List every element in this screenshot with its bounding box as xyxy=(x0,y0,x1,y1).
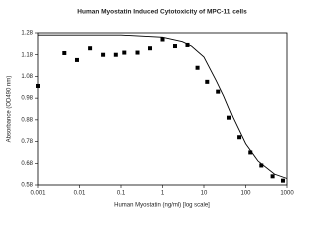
data-point xyxy=(135,50,140,55)
data-point xyxy=(36,83,40,88)
data-point xyxy=(195,65,200,70)
data-point xyxy=(259,163,264,168)
chart: Human Myostatin Induced Cytotoxicity of … xyxy=(7,9,295,209)
data-point xyxy=(122,50,127,55)
data-point xyxy=(205,79,210,84)
x-tick-label: 1 xyxy=(161,191,165,197)
x-tick-label: 1000 xyxy=(280,191,294,197)
fit-curve xyxy=(38,34,288,179)
x-tick-label: 10 xyxy=(201,191,208,197)
x-tick-label: 0.001 xyxy=(30,191,46,197)
data-point xyxy=(148,46,153,51)
plot-frame xyxy=(37,32,288,186)
data-point xyxy=(226,115,231,120)
data-point xyxy=(113,52,118,57)
y-tick-label: 0.78 xyxy=(21,139,33,145)
data-point xyxy=(237,135,242,140)
chart-title: Human Myostatin Induced Cytotoxicity of … xyxy=(77,9,247,16)
y-tick-label: 1.28 xyxy=(21,31,33,37)
data-point xyxy=(270,174,275,179)
y-tick-label: 0.58 xyxy=(21,183,33,189)
data-point xyxy=(74,57,79,62)
x-tick-label: 0.1 xyxy=(117,191,126,197)
data-point xyxy=(88,46,93,51)
y-tick-label: 0.98 xyxy=(21,96,33,102)
data-point xyxy=(185,42,190,47)
x-tick-label: 100 xyxy=(240,191,251,197)
x-axis-label: Human Myostatin (ng/ml) [log scale] xyxy=(114,203,210,209)
y-tick-label: 0.68 xyxy=(21,161,33,167)
data-point xyxy=(160,37,165,42)
data-point xyxy=(280,178,285,183)
y-axis-label: Absorbance (OD490 nm) xyxy=(7,76,13,143)
data-point xyxy=(101,52,106,57)
data-point xyxy=(172,44,177,49)
data-point xyxy=(216,89,221,94)
y-tick-label: 1.08 xyxy=(21,74,33,80)
y-tick-label: 1.18 xyxy=(21,52,33,58)
page: Human Myostatin Induced Cytotoxicity of … xyxy=(6,8,295,209)
data-point xyxy=(62,50,67,55)
data-point xyxy=(248,150,253,155)
x-tick-label: 0.01 xyxy=(74,191,86,197)
y-tick-label: 0.88 xyxy=(21,117,33,123)
